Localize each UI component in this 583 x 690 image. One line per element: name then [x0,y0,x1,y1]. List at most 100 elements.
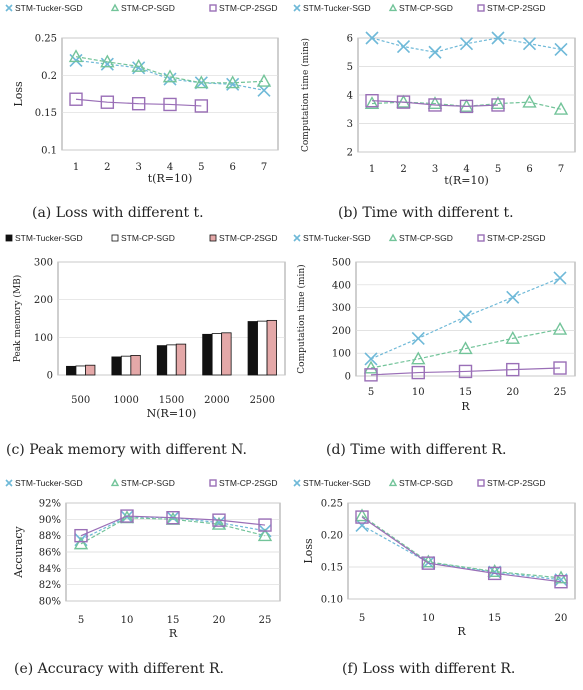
caption-a: (a) Loss with different t. [32,205,204,221]
y-tick-label: 100 [34,333,53,344]
chart-a-loss-vs-t: STM-Tucker-SGD STM-CP-SGD STM-CP-2SGD 0.1 0.… [0,0,290,230]
data-point [365,93,379,108]
caption-b: (b) Time with different t. [338,205,514,221]
y-axis-label: Computation time (min) [296,264,307,373]
legend-marker [110,3,120,12]
y-tick-label: 0.20 [321,531,343,542]
x-tick-label: 5 [198,162,204,173]
legend-label: STM-Tucker-SGD [303,478,371,488]
legend-swatch [111,234,119,242]
data-point [212,513,226,527]
x-tick-label: 10 [412,387,425,398]
data-point [363,360,379,374]
data-point [421,556,436,570]
data-point [458,341,473,355]
series-x [74,510,272,547]
x-tick-label: 2 [400,164,406,175]
bar [257,320,268,376]
data-point [100,54,115,68]
bar [175,343,187,376]
legend-marker [388,3,398,12]
chart-b-svg: STM-Tucker-SGD STM-CP-SGD STM-CP-2SGD 2 3 4 5 6… [293,3,576,187]
y-tick-label: 0.25 [321,499,343,510]
data-point [100,95,115,109]
caption-c: (c) Peak memory with different N. [6,442,247,458]
data-point [490,96,506,110]
x-tick-label: 500 [71,395,90,406]
x-axis-label: R [169,627,178,640]
bar [166,344,177,376]
axes: 0 100 200 300 400 500 Computation time (min) R [296,258,576,413]
data-point [258,518,272,532]
series-line [371,100,499,108]
data-point [487,564,502,577]
data-point [355,510,369,524]
data-point [487,566,502,581]
legend-label: STM-Tucker-SGD [303,233,371,243]
data-point [355,518,369,532]
series-square [69,92,209,113]
data-point [131,58,146,72]
x-tick-label: 15 [167,615,180,626]
data-point [505,330,520,344]
series-triangle [364,94,569,115]
y-tick-label: 6 [347,34,353,45]
bar [202,333,213,376]
data-point [211,516,227,530]
data-point [69,92,83,106]
y-tick-label: 0 [47,371,53,382]
legend-swatch [5,234,13,242]
data-point [459,37,474,51]
legend: STM-Tucker-SGD STM-CP-SGD STM-CP-2SGD [293,3,546,13]
data-point [506,290,520,304]
data-point [522,94,537,108]
legend-label: STM-CP-SGD [399,3,453,13]
axes: 2 3 4 5 6 Computation time (mins) t(R=10) [300,34,576,187]
data-point [100,57,114,71]
series-line [370,367,561,376]
y-axis-label: Peak memory (MB) [12,275,23,363]
y-tick-label: 3 [347,119,353,130]
legend-label: STM-CP-2SGD [487,233,546,243]
series-x [365,31,568,59]
series-square [364,361,567,382]
y-tick-label: 90% [39,515,61,526]
x-tick-label: 5 [78,615,84,626]
x-tick-label: 5 [495,164,501,175]
y-tick-label: 5 [347,62,353,73]
bar [130,355,141,376]
y-tick-label: 84% [39,564,61,575]
data-point [553,101,569,115]
data-point [74,528,88,543]
series-line [80,517,266,545]
y-tick-label: 400 [332,280,351,291]
data-point [120,509,134,523]
data-point [162,69,178,83]
series-line [75,56,265,84]
data-point [411,365,425,380]
legend-label: STM-Tucker-SGD [303,3,371,13]
legend-marker [388,478,398,487]
legend-marker [209,479,217,487]
x-tick-label: 4 [167,162,173,173]
series-square [74,509,272,543]
series-line [361,515,562,579]
chart-f-loss-vs-r: STM-Tucker-SGD STM-CP-SGD STM-CP-2SGD 0.10 0… [290,475,583,690]
data-point [491,98,505,112]
legend-label: STM-Tucker-SGD [15,233,83,243]
data-point [458,310,473,324]
data-point [68,49,84,63]
data-point [194,75,209,89]
chart-d-svg: STM-Tucker-SGD STM-CP-SGD STM-CP-2SGD 0 100 2… [293,233,576,413]
x-tick-label: 10 [422,613,435,624]
legend-label: STM-CP-2SGD [219,233,278,243]
x-tick-label: 15 [488,613,501,624]
series-triangle [73,510,273,550]
y-tick-label: 500 [332,258,351,269]
legend-marker [5,479,13,487]
x-tick-label: 2000 [204,395,229,406]
axes: 80% 82% 84% 86% 88% 90% 92% Accuracy R [12,499,281,640]
data-point [506,362,520,377]
x-tick-label: 3 [135,162,141,173]
y-tick-label: 100 [332,349,351,360]
